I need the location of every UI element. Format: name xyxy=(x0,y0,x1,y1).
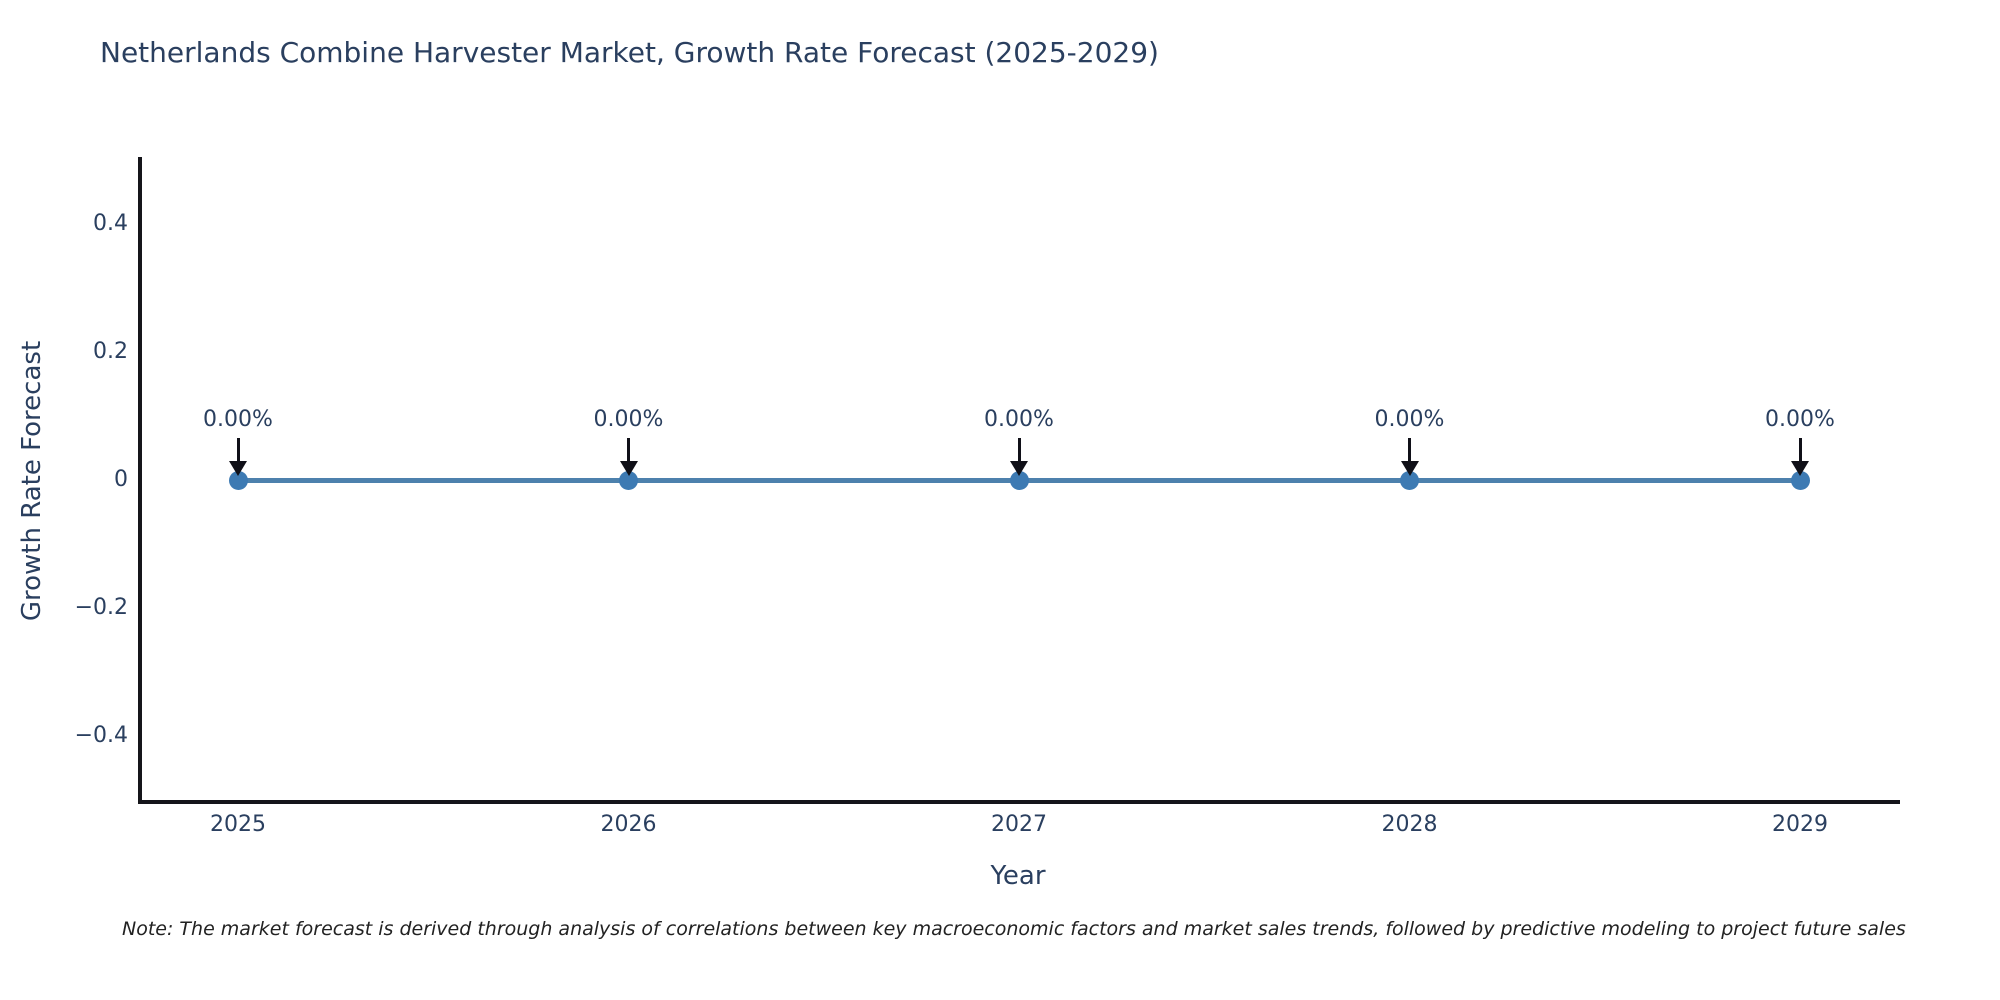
point-annotation-label: 0.00% xyxy=(1765,407,1835,432)
footnote: Note: The market forecast is derived thr… xyxy=(122,918,1906,940)
x-tick-label: 2029 xyxy=(1772,812,1828,837)
x-axis-title: Year xyxy=(990,861,1046,891)
annotation-arrow-head-icon xyxy=(1791,461,1809,476)
annotation-arrow-shaft xyxy=(1408,438,1411,463)
annotation-arrow-shaft xyxy=(1798,438,1802,463)
annotation-arrow-shaft xyxy=(1017,438,1021,463)
x-tick-label: 2026 xyxy=(600,812,657,837)
point-annotation-label: 0.00% xyxy=(593,407,664,432)
y-tick-label: 0 xyxy=(114,467,128,492)
x-tick-label: 2027 xyxy=(991,812,1047,837)
y-tick-label: −0.4 xyxy=(74,723,128,748)
chart-title: Netherlands Combine Harvester Market, Gr… xyxy=(100,36,1159,69)
annotation-arrow-shaft xyxy=(627,438,630,463)
y-tick-label: 0.2 xyxy=(93,339,128,364)
annotation-arrow-head-icon xyxy=(229,461,247,476)
annotation-arrow-shaft xyxy=(236,438,240,463)
x-axis-line xyxy=(138,800,1900,804)
y-tick-label: −0.2 xyxy=(74,595,128,620)
x-tick-label: 2025 xyxy=(210,812,266,837)
annotation-arrow-head-icon xyxy=(1400,461,1419,476)
annotation-arrow-head-icon xyxy=(1010,461,1028,476)
y-axis-line xyxy=(138,157,142,804)
point-annotation-label: 0.00% xyxy=(1374,407,1445,432)
y-tick-label: 0.4 xyxy=(93,211,128,236)
annotation-arrow-head-icon xyxy=(619,461,638,476)
x-tick-label: 2028 xyxy=(1381,812,1438,837)
point-annotation-label: 0.00% xyxy=(203,407,273,432)
point-annotation-label: 0.00% xyxy=(984,407,1054,432)
